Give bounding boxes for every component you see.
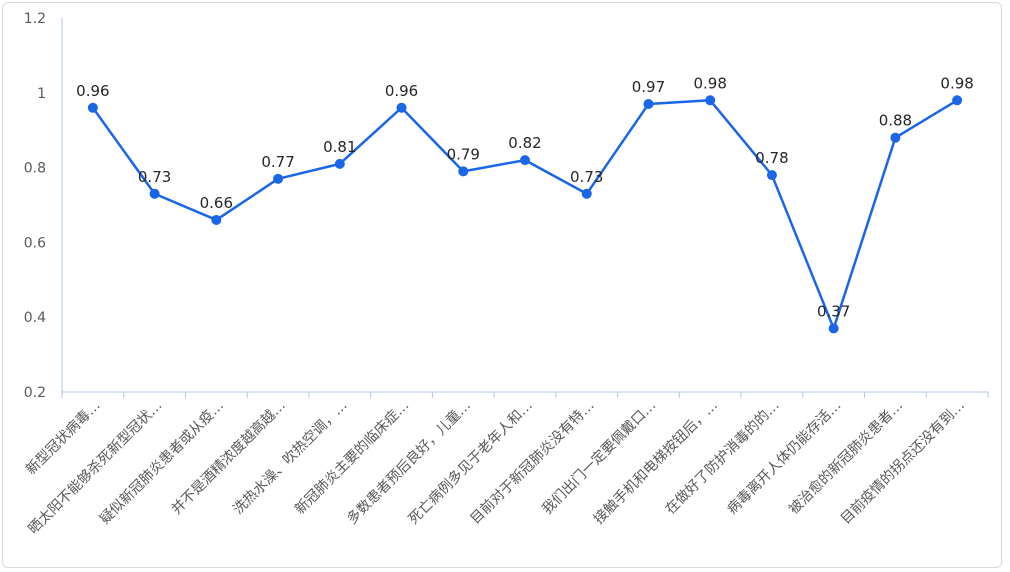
data-point bbox=[520, 155, 530, 166]
data-point bbox=[396, 102, 407, 113]
data-label: 0.37 bbox=[817, 302, 850, 320]
data-label: 0.73 bbox=[570, 168, 603, 186]
data-point bbox=[766, 170, 777, 181]
y-axis: 0.2 0.4 0.6 0.8 1 1.2 bbox=[24, 11, 63, 401]
data-point bbox=[643, 99, 654, 110]
data-point bbox=[581, 188, 592, 199]
data-label: 0.77 bbox=[261, 153, 294, 171]
data-point bbox=[705, 95, 716, 106]
data-point bbox=[952, 95, 963, 106]
y-tick-label: 0.8 bbox=[24, 161, 46, 177]
data-point bbox=[890, 132, 901, 143]
y-tick-label: 0.6 bbox=[24, 235, 46, 251]
x-category-label: 目前对于新冠肺炎没有特… bbox=[467, 397, 598, 528]
data-label: 0.78 bbox=[755, 149, 788, 167]
data-point bbox=[211, 214, 222, 225]
data-point bbox=[334, 158, 345, 169]
data-label: 0.97 bbox=[632, 78, 665, 96]
x-category-label: 我们出门一定要佩戴口… bbox=[539, 398, 659, 518]
data-label: 0.96 bbox=[76, 82, 109, 100]
data-label: 0.82 bbox=[508, 134, 541, 152]
x-category-label: 洗热水澡、吹热空调，… bbox=[230, 398, 350, 518]
data-label: 0.96 bbox=[385, 82, 418, 100]
data-point bbox=[828, 323, 839, 334]
y-tick-label: 0.2 bbox=[24, 385, 46, 401]
x-category-label: 在做好了防护消毒的的… bbox=[663, 398, 783, 518]
x-axis: 新型冠状病毒…晒太阳不能够杀死新型冠状…疑似新冠肺炎患者或从疫…并不是酒精浓度越… bbox=[23, 391, 989, 538]
x-category-label: 目前疫情的拐点还没有到… bbox=[837, 397, 968, 528]
data-label: 0.66 bbox=[200, 194, 233, 212]
data-label: 0.81 bbox=[323, 138, 356, 156]
data-point bbox=[458, 166, 469, 177]
x-category-label: 接触手机和电梯按钮后，… bbox=[590, 397, 721, 528]
x-category-label: 多数患者预后良好，儿童… bbox=[343, 397, 474, 528]
data-label: 0.79 bbox=[447, 145, 480, 163]
data-label: 0.88 bbox=[879, 112, 912, 130]
x-category-label: 被治愈的新冠肺炎患者… bbox=[786, 398, 906, 518]
x-category-label: 晒太阳不能够杀死新型冠状… bbox=[25, 398, 165, 538]
x-category-label: 死亡病例多见于老年人和… bbox=[405, 397, 536, 528]
x-category-label: 病毒离开人体仍能存活… bbox=[724, 397, 845, 518]
data-point bbox=[273, 173, 284, 184]
data-label: 0.98 bbox=[940, 74, 973, 92]
data-point bbox=[149, 188, 160, 199]
x-category-label: 新冠肺炎主要的临床症… bbox=[292, 398, 412, 518]
y-tick-label: 0.4 bbox=[24, 310, 46, 326]
y-tick-label: 1 bbox=[37, 86, 46, 102]
chart-frame bbox=[2, 2, 1002, 568]
data-label: 0.98 bbox=[693, 74, 726, 92]
series bbox=[87, 95, 963, 334]
data-label: 0.73 bbox=[138, 168, 171, 186]
x-category-label: 疑似新冠肺炎患者或从疫… bbox=[97, 398, 227, 528]
y-tick-label: 1.2 bbox=[24, 11, 46, 27]
x-category-label: 并不是酒精浓度越高越… bbox=[168, 397, 289, 518]
data-point bbox=[87, 102, 98, 113]
data-labels: 0.96 0.73 0.66 0.77 0.81 0.96 0.79 0.82 0.73 0.97… bbox=[76, 74, 974, 320]
